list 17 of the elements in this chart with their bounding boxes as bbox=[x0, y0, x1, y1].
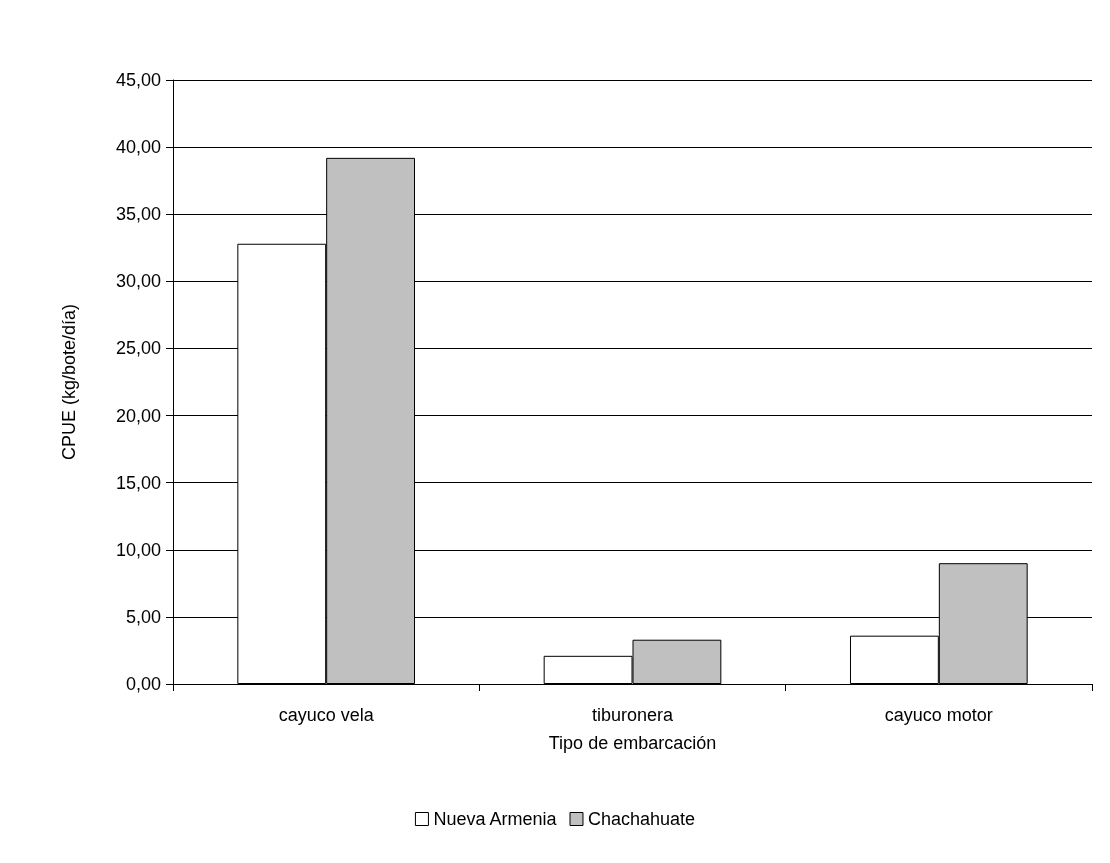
y-tick-label: 45,00 bbox=[115, 70, 161, 90]
y-tick-label: 35,00 bbox=[115, 204, 161, 225]
y-tick-label: 5,00 bbox=[125, 606, 161, 627]
x-axis-title: Tipo de embarcación bbox=[548, 733, 717, 753]
legend-label: Chachahuate bbox=[587, 809, 696, 829]
y-tick-label: 0,00 bbox=[125, 674, 161, 694]
y-tick-label: 15,00 bbox=[115, 472, 161, 493]
y-tick-label: 30,00 bbox=[115, 271, 161, 292]
x-tick-label: cayuco vela bbox=[278, 705, 375, 725]
y-tick-label: 25,00 bbox=[115, 338, 161, 359]
y-tick-label: 10,00 bbox=[115, 539, 161, 560]
y-axis-title: CPUE (kg/bote/día) bbox=[59, 303, 79, 461]
legend-label: Nueva Armenia bbox=[433, 809, 558, 829]
y-tick-label: 20,00 bbox=[115, 405, 161, 426]
x-tick-label: tiburonera bbox=[591, 705, 675, 725]
y-tick-label: 40,00 bbox=[115, 137, 161, 158]
x-tick-label: cayuco motor bbox=[884, 705, 993, 725]
